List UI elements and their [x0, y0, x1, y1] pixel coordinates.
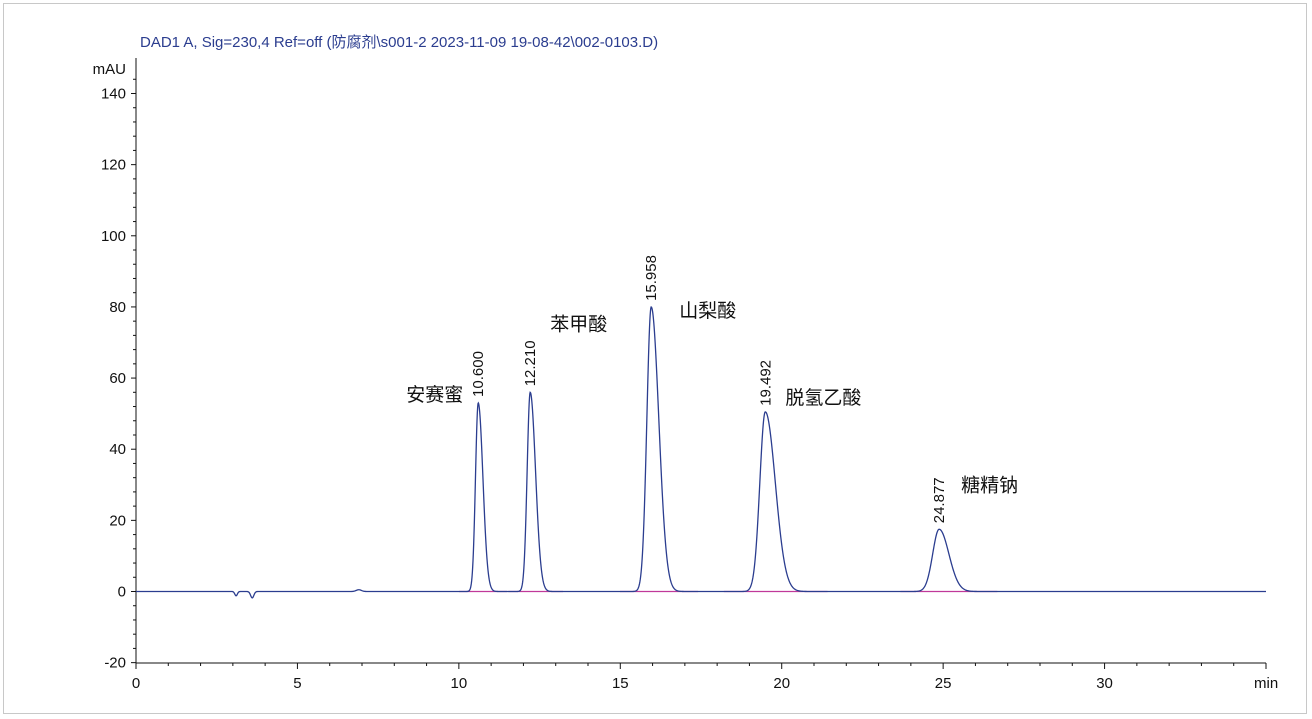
labels-layer: 10.600 安赛蜜 12.210 苯甲酸 15.958 山梨酸 19.492 脱氢乙酸 24.…	[406, 255, 1018, 523]
y-tick-label: 120	[101, 157, 126, 174]
x-tick-label: 25	[935, 675, 952, 692]
y-tick-label: 40	[109, 441, 126, 458]
axes: -20 0 20 40 60 80 100 120 140 mAU 0 5 10 15 20 25 30 min	[93, 58, 1278, 692]
x-axis-label: min	[1254, 675, 1278, 692]
peak-compound-name: 山梨酸	[679, 300, 736, 322]
peak-rt-label: 15.958	[643, 255, 660, 301]
peak-rt-label: 10.600	[470, 351, 487, 397]
peak-rt-label: 12.210	[522, 340, 539, 386]
x-tick-label: 10	[451, 675, 468, 692]
y-tick-label: 0	[118, 584, 126, 601]
y-tick-label: 80	[109, 299, 126, 316]
signal-trace	[136, 306, 1266, 599]
y-tick-label: 20	[109, 512, 126, 529]
x-tick-label: 20	[773, 675, 790, 692]
y-tick-label: 60	[109, 370, 126, 387]
chart-title: DAD1 A, Sig=230,4 Ref=off (防腐剂\s001-2 20…	[140, 34, 659, 51]
x-tick-label: 5	[293, 675, 301, 692]
peak-compound-name: 脱氢乙酸	[785, 387, 861, 409]
y-tick-label: -20	[104, 655, 126, 672]
peak-compound-name: 糖精钠	[961, 474, 1018, 496]
peak-compound-name: 安赛蜜	[406, 384, 463, 406]
y-axis-label: mAU	[93, 61, 126, 78]
peak-compound-name: 苯甲酸	[550, 313, 607, 335]
peak-rt-label: 19.492	[757, 360, 774, 406]
x-tick-label: 30	[1096, 675, 1113, 692]
y-tick-label: 100	[101, 228, 126, 245]
chart-frame	[3, 3, 1307, 714]
x-tick-label: 15	[612, 675, 629, 692]
x-tick-label: 0	[132, 675, 140, 692]
peak-rt-label: 24.877	[931, 477, 948, 523]
y-tick-label: 140	[101, 86, 126, 103]
signal-layer	[136, 306, 1266, 599]
